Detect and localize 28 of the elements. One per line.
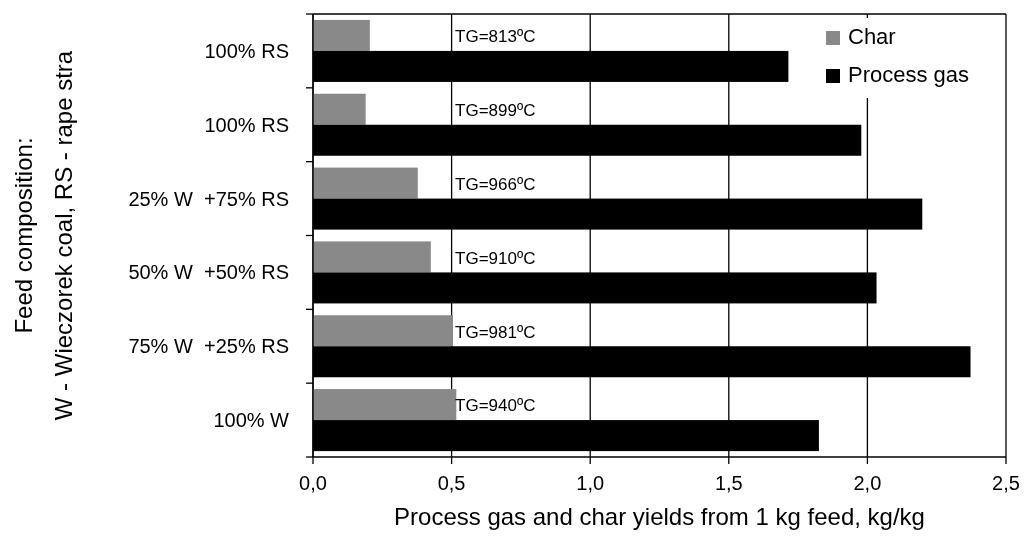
x-tick-label: 0,0 [299, 472, 327, 494]
bar [313, 241, 431, 273]
x-tick-label: 2,5 [992, 472, 1020, 494]
annotation: TG=966ºC [455, 174, 536, 194]
bar [313, 315, 453, 347]
bar [313, 389, 457, 421]
x-axis-title: Process gas and char yields from 1 kg feed, kg/kg [394, 503, 925, 530]
y-tick-label: 25% W +75% RS [128, 187, 289, 210]
y-tick-label: 75% W +25% RS [128, 335, 289, 358]
x-tick-label: 1,0 [576, 472, 605, 494]
annotation: TG=910ºC [455, 248, 536, 268]
y-tick-label: 100% RS [204, 113, 289, 136]
annotation: TG=940ºC [455, 396, 536, 416]
legend-label: Char [848, 24, 896, 49]
x-tick-label: 0,5 [437, 472, 466, 494]
annotation: TG=981ºC [455, 322, 536, 342]
annotation: TG=899ºC [455, 101, 536, 121]
annotation: TG=813ºC [455, 27, 536, 47]
x-tick-label: 1,5 [714, 472, 743, 494]
x-tick-label: 2,0 [853, 472, 882, 494]
bar [313, 19, 370, 51]
y-axis-title: Feed composition: W - Wieczorek coal, RS - rape stra [10, 50, 77, 421]
y-tick-label: 100% W [213, 409, 290, 432]
bar [313, 167, 418, 199]
legend-label: Process gas [848, 62, 970, 87]
y-tick-label: 50% W +50% RS [128, 261, 289, 284]
y-tick-label: 100% RS [204, 39, 289, 62]
bar [313, 93, 366, 125]
